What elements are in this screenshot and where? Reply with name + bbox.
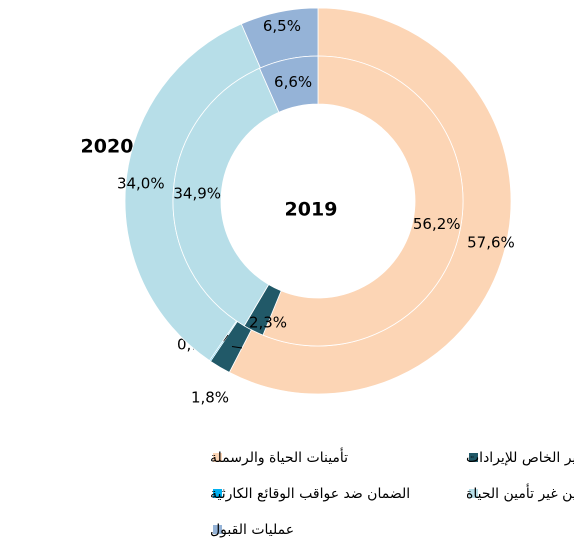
legend-swatch	[213, 525, 222, 534]
legend-swatch	[213, 453, 222, 462]
legend-swatch	[469, 453, 478, 462]
data-label: 2,3%	[249, 314, 287, 332]
leader-line	[223, 334, 229, 342]
slice	[262, 55, 464, 347]
data-label: 6,6%	[274, 73, 312, 91]
slice	[172, 67, 280, 327]
data-label: 57,6%	[467, 234, 515, 252]
leader-line	[231, 345, 243, 349]
legend-swatch	[469, 489, 478, 498]
ring-label: 2020	[81, 136, 134, 158]
legend-label: عمليات أخرى للتأمين غير تأمين الحياة	[466, 483, 574, 502]
legend-label: التدبير الخاص للإيرادات	[466, 450, 574, 466]
legend-swatch	[213, 489, 222, 498]
data-label: 1,8%	[191, 389, 229, 407]
data-label: 56,2%	[413, 215, 461, 233]
legend-label: الضمان ضد عواقب الوقائع الكارثية	[210, 486, 410, 502]
legend-label: عمليات القبول	[210, 522, 294, 538]
slice	[259, 55, 319, 113]
legend-label: تأمينات الحياة والرسملة	[210, 447, 348, 466]
data-label: 6,5%	[263, 17, 301, 35]
ring-label: 2019	[285, 199, 338, 221]
data-label: 34,0%	[117, 175, 165, 193]
data-label: 34,9%	[173, 184, 221, 202]
